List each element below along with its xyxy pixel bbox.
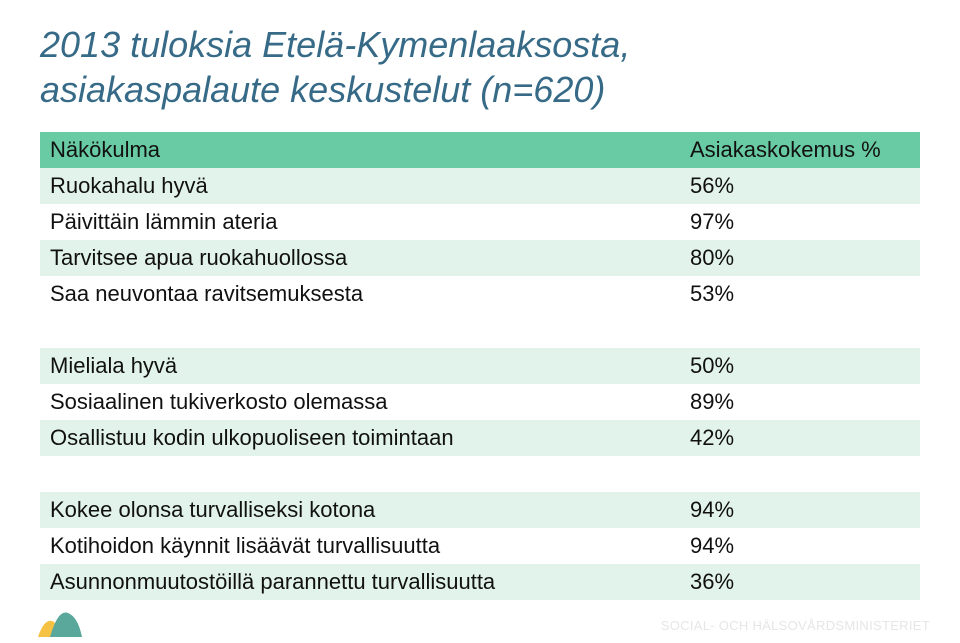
ministry-logo (38, 607, 82, 637)
table-row: Ruokahalu hyvä 56% (40, 168, 920, 204)
header-col-2: Asiakaskokemus % (680, 132, 920, 168)
spacer-row (40, 312, 920, 348)
table-header-row: Näkökulma Asiakaskokemus % (40, 132, 920, 168)
row-label: Saa neuvontaa ravitsemuksesta (40, 276, 680, 312)
row-label: Mieliala hyvä (40, 348, 680, 384)
table-row: Osallistuu kodin ulkopuoliseen toimintaa… (40, 420, 920, 456)
row-label: Kokee olonsa turvalliseksi kotona (40, 492, 680, 528)
results-table: Näkökulma Asiakaskokemus % Ruokahalu hyv… (40, 132, 920, 600)
row-label: Osallistuu kodin ulkopuoliseen toimintaa… (40, 420, 680, 456)
row-label: Päivittäin lämmin ateria (40, 204, 680, 240)
table-row: Kotihoidon käynnit lisäävät turvallisuut… (40, 528, 920, 564)
ministry-text: SOCIAL- OCH HÄLSOVÅRDSMINISTERIET (661, 618, 930, 633)
row-value: 94% (680, 528, 920, 564)
table-row: Päivittäin lämmin ateria 97% (40, 204, 920, 240)
title-line-2: asiakaspalaute keskustelut (n=620) (40, 69, 605, 110)
table-row: Kokee olonsa turvalliseksi kotona 94% (40, 492, 920, 528)
row-label: Tarvitsee apua ruokahuollossa (40, 240, 680, 276)
row-value: 56% (680, 168, 920, 204)
spacer-row (40, 456, 920, 492)
table-row: Tarvitsee apua ruokahuollossa 80% (40, 240, 920, 276)
slide-title: 2013 tuloksia Etelä-Kymenlaaksosta, asia… (40, 22, 920, 112)
slide-footer: SOCIAL- OCH HÄLSOVÅRDSMINISTERIET (0, 595, 960, 643)
row-value: 97% (680, 204, 920, 240)
row-label: Sosiaalinen tukiverkosto olemassa (40, 384, 680, 420)
row-value: 80% (680, 240, 920, 276)
row-value: 53% (680, 276, 920, 312)
row-label: Ruokahalu hyvä (40, 168, 680, 204)
header-col-1: Näkökulma (40, 132, 680, 168)
row-value: 89% (680, 384, 920, 420)
row-label: Kotihoidon käynnit lisäävät turvallisuut… (40, 528, 680, 564)
row-value: 50% (680, 348, 920, 384)
table-row: Mieliala hyvä 50% (40, 348, 920, 384)
table-row: Sosiaalinen tukiverkosto olemassa 89% (40, 384, 920, 420)
row-value: 94% (680, 492, 920, 528)
row-value: 42% (680, 420, 920, 456)
title-line-1: 2013 tuloksia Etelä-Kymenlaaksosta, (40, 24, 630, 65)
logo-icon (38, 607, 82, 637)
table-row: Saa neuvontaa ravitsemuksesta 53% (40, 276, 920, 312)
